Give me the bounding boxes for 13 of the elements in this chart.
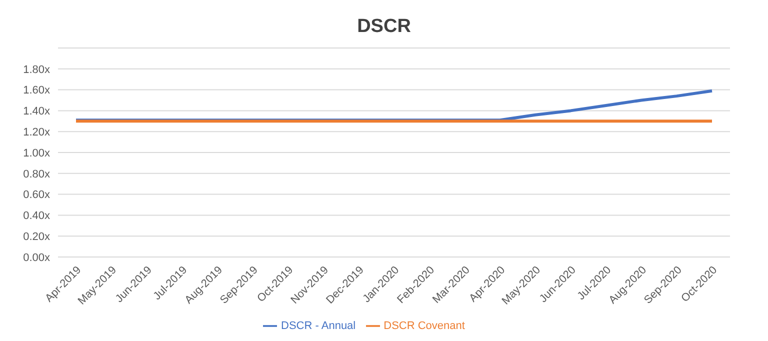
y-tick-label: 0.00x [23, 252, 50, 264]
y-tick-label: 1.80x [23, 64, 50, 76]
legend-label: DSCR Covenant [384, 320, 465, 332]
y-tick-label: 0.60x [23, 189, 50, 202]
chart-title: DSCR [356, 15, 412, 39]
y-tick-label: 0.20x [23, 231, 50, 244]
y-tick-label: 1.20x [23, 126, 50, 139]
y-tick-label: 0.80x [23, 168, 50, 180]
y-tick-label: 1.60x [23, 84, 50, 97]
y-tick-label: 0.40x [23, 210, 50, 222]
y-tick-label: 1.40x [23, 106, 50, 118]
legend-label: DSCR - Annual [281, 320, 356, 332]
y-tick-label: 1.00x [23, 147, 50, 160]
